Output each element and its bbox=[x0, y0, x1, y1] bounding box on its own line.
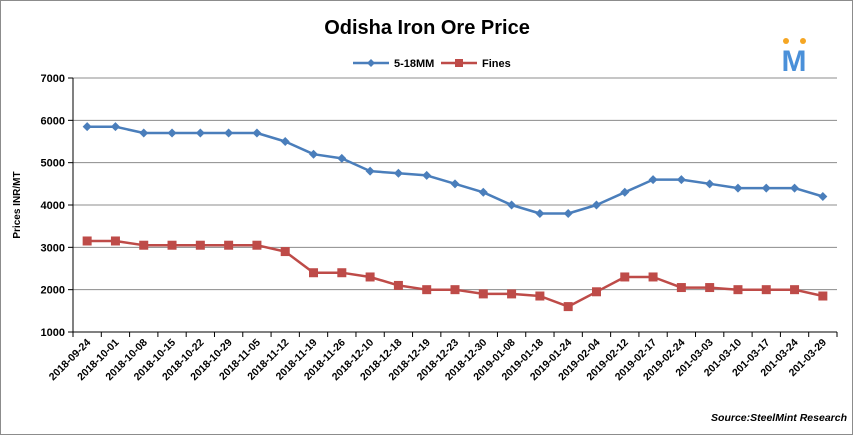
series-5-18mm bbox=[82, 122, 828, 218]
data-point-5-18mm bbox=[790, 183, 800, 193]
logo-dot-left bbox=[783, 38, 789, 44]
data-point-fines bbox=[761, 285, 771, 295]
data-point-5-18mm bbox=[818, 192, 828, 202]
y-tick-label: 7000 bbox=[41, 73, 65, 85]
data-point-fines bbox=[224, 240, 234, 250]
data-point-5-18mm bbox=[139, 128, 149, 138]
data-point-5-18mm bbox=[224, 128, 234, 138]
data-point-5-18mm bbox=[167, 128, 177, 138]
data-point-5-18mm bbox=[676, 175, 686, 185]
data-point-fines bbox=[818, 291, 828, 301]
data-point-fines bbox=[450, 285, 460, 295]
series-line-5-18mm bbox=[87, 125, 824, 215]
series-fines bbox=[82, 236, 828, 312]
data-point-5-18mm bbox=[252, 128, 262, 138]
data-point-5-18mm bbox=[393, 168, 403, 178]
data-point-5-18mm bbox=[280, 137, 290, 146]
data-point-fines bbox=[591, 287, 601, 297]
data-point-5-18mm bbox=[620, 187, 630, 197]
logo-letter: M bbox=[782, 45, 807, 78]
data-point-fines bbox=[393, 280, 403, 290]
data-point-5-18mm bbox=[535, 208, 545, 218]
data-point-5-18mm bbox=[648, 175, 658, 185]
y-axis-label: Prices INR/MT bbox=[12, 171, 23, 238]
logo-dot-right bbox=[800, 38, 806, 44]
y-tick-label: 6000 bbox=[41, 115, 65, 127]
data-point-fines bbox=[563, 302, 573, 312]
legend-marker-5-18mm bbox=[367, 59, 375, 67]
x-tick-labels: 2018-09-242018-10-012018-10-082018-10-15… bbox=[47, 337, 829, 384]
data-point-fines bbox=[252, 240, 262, 250]
data-point-fines bbox=[139, 240, 149, 250]
data-point-fines bbox=[337, 268, 347, 278]
data-point-fines bbox=[507, 289, 517, 299]
data-point-5-18mm bbox=[82, 122, 92, 132]
data-point-fines bbox=[648, 272, 658, 282]
data-point-fines bbox=[620, 272, 630, 282]
legend: 5-18MM Fines bbox=[353, 58, 511, 70]
chart-title: Odisha Iron Ore Price bbox=[324, 17, 530, 39]
data-point-5-18mm bbox=[422, 170, 432, 180]
series-line-fines bbox=[87, 239, 824, 308]
axes bbox=[72, 78, 838, 337]
data-point-fines bbox=[309, 268, 319, 278]
data-point-fines bbox=[195, 240, 205, 250]
data-point-fines bbox=[280, 247, 290, 257]
y-tick-label: 5000 bbox=[41, 158, 65, 170]
data-point-fines bbox=[733, 285, 743, 295]
data-point-5-18mm bbox=[195, 128, 205, 138]
data-point-5-18mm bbox=[563, 208, 573, 218]
data-point-fines bbox=[790, 285, 800, 295]
source-note: Source:SteelMint Research bbox=[711, 412, 847, 424]
data-point-5-18mm bbox=[507, 200, 517, 210]
data-point-5-18mm bbox=[733, 183, 743, 193]
legend-marker-fines bbox=[455, 59, 463, 67]
data-point-fines bbox=[82, 236, 92, 246]
data-point-5-18mm bbox=[591, 200, 601, 210]
data-point-fines bbox=[365, 272, 375, 282]
y-tick-label: 2000 bbox=[41, 285, 65, 297]
data-point-5-18mm bbox=[337, 153, 347, 163]
data-point-fines bbox=[110, 236, 120, 246]
y-tick-label: 3000 bbox=[41, 242, 65, 254]
data-point-5-18mm bbox=[309, 149, 319, 159]
data-series bbox=[82, 122, 828, 312]
data-point-5-18mm bbox=[110, 122, 120, 132]
data-point-5-18mm bbox=[365, 166, 375, 176]
data-point-5-18mm bbox=[450, 179, 460, 189]
data-point-5-18mm bbox=[705, 179, 715, 189]
data-point-5-18mm bbox=[478, 187, 488, 197]
data-point-fines bbox=[705, 283, 715, 293]
data-point-fines bbox=[422, 285, 432, 295]
y-tick-label: 1000 bbox=[41, 327, 65, 339]
steelmint-logo: M bbox=[782, 38, 807, 78]
y-tick-labels: 1000 2000 3000 4000 5000 6000 7000 bbox=[41, 73, 65, 339]
data-point-fines bbox=[676, 283, 686, 293]
legend-label-fines: Fines bbox=[482, 58, 511, 70]
data-point-fines bbox=[167, 240, 177, 250]
legend-label-5-18mm: 5-18MM bbox=[394, 58, 434, 70]
data-point-5-18mm bbox=[761, 183, 771, 193]
y-tick-label: 4000 bbox=[41, 200, 65, 212]
data-point-fines bbox=[535, 291, 545, 301]
data-point-fines bbox=[478, 289, 488, 299]
